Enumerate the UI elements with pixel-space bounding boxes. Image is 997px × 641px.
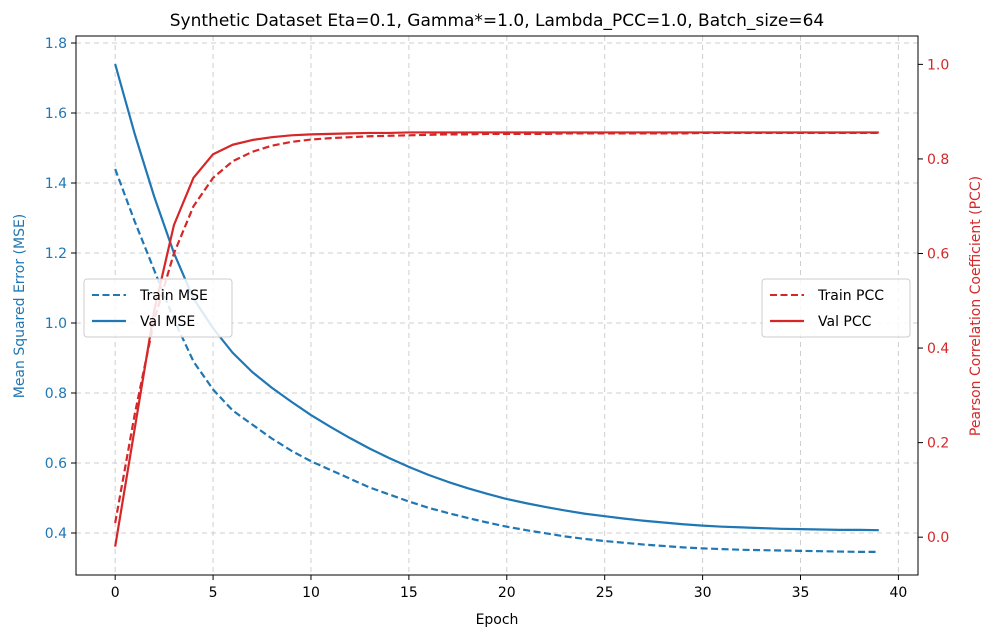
- legend-mse-box: [83, 278, 233, 338]
- y-right-axis-ticks: 0.0 0.2 0.4 0.6 0.8 1.0: [918, 57, 949, 546]
- series-layer: [114, 63, 879, 554]
- y-left-tick-label: 1.0: [45, 316, 67, 332]
- series-line-train-pcc: [114, 131, 879, 524]
- y-left-tick-label: 1.8: [45, 36, 67, 52]
- legend-val-mse-label: Val MSE: [140, 314, 195, 330]
- series-line-val-pcc: [114, 131, 879, 547]
- x-tick-label: 40: [890, 585, 908, 601]
- legend-pcc: Train PCC Val PCC: [761, 278, 911, 338]
- x-tick-label: 30: [694, 585, 712, 601]
- x-axis-ticks: 0 5 10 15 20 25 30 35 40: [111, 575, 908, 601]
- legend-mse: Train MSE Val MSE: [83, 278, 233, 338]
- x-tick-label: 15: [400, 585, 418, 601]
- series-line-val-mse: [114, 63, 879, 532]
- y-left-tick-label: 0.4: [45, 526, 67, 542]
- y-right-tick-label: 1.0: [927, 57, 949, 73]
- series-line-train-mse: [114, 168, 879, 554]
- x-tick-label: 10: [302, 585, 320, 601]
- y-left-tick-label: 1.2: [45, 246, 67, 262]
- y-left-tick-label: 1.6: [45, 106, 67, 122]
- x-tick-label: 20: [498, 585, 516, 601]
- x-tick-label: 5: [209, 585, 218, 601]
- y-left-axis-ticks: 0.4 0.6 0.8 1.0 1.2 1.4 1.6 1.8: [45, 36, 76, 542]
- y-right-tick-label: 0.6: [927, 246, 949, 262]
- x-tick-label: 35: [792, 585, 810, 601]
- legend-val-pcc-label: Val PCC: [818, 314, 872, 330]
- y-left-tick-label: 1.4: [45, 176, 67, 192]
- y-right-axis-label: Pearson Correlation Coefficient (PCC): [968, 176, 984, 436]
- x-tick-label: 0: [111, 585, 120, 601]
- y-left-tick-label: 0.8: [45, 386, 67, 402]
- y-right-tick-label: 0.8: [927, 152, 949, 168]
- legend-train-mse-label: Train MSE: [139, 288, 208, 304]
- x-axis-label: Epoch: [476, 612, 519, 628]
- y-right-tick-label: 0.0: [927, 530, 949, 546]
- chart-title: Synthetic Dataset Eta=0.1, Gamma*=1.0, L…: [170, 11, 825, 31]
- y-right-tick-label: 0.2: [927, 436, 949, 452]
- y-right-tick-label: 0.4: [927, 341, 949, 357]
- plot-frame: [75, 35, 919, 576]
- legend-train-pcc-label: Train PCC: [817, 288, 884, 304]
- y-left-axis-label: Mean Squared Error (MSE): [12, 214, 28, 399]
- x-tick-label: 25: [596, 585, 614, 601]
- y-left-tick-label: 0.6: [45, 456, 67, 472]
- legend-pcc-box: [761, 278, 911, 338]
